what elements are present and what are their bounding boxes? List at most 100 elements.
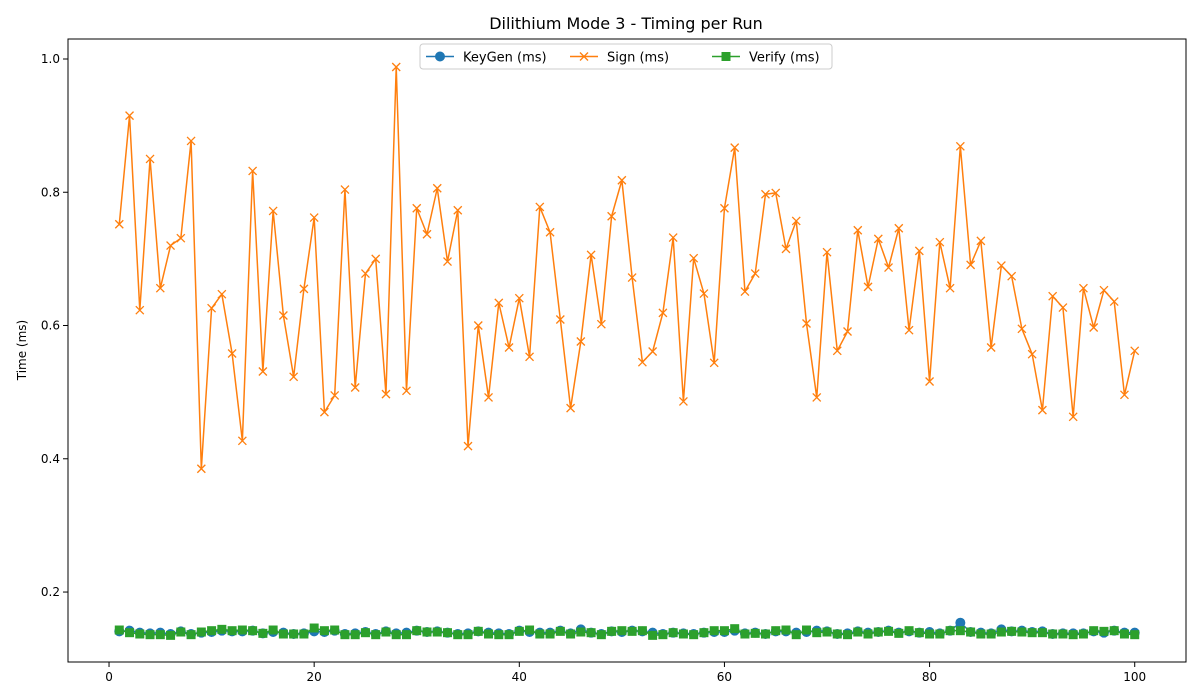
data-point — [391, 62, 401, 72]
data-point — [463, 630, 473, 640]
data-point — [853, 627, 863, 637]
data-point — [699, 289, 709, 298]
data-point — [955, 626, 965, 636]
data-point — [555, 315, 565, 324]
series-3 — [114, 623, 1140, 640]
data-point — [791, 630, 801, 640]
x-tick-label: 80 — [922, 670, 937, 684]
data-point — [648, 630, 658, 640]
data-point — [761, 189, 770, 199]
data-point — [227, 349, 237, 358]
data-point — [801, 625, 811, 635]
data-point — [545, 227, 555, 237]
legend-label: KeyGen (ms) — [463, 51, 547, 66]
data-point — [843, 327, 852, 336]
data-point — [996, 627, 1006, 637]
data-point — [196, 464, 206, 474]
series-line — [119, 627, 1135, 637]
data-point — [914, 246, 924, 256]
data-point — [248, 626, 258, 636]
data-point — [914, 628, 924, 638]
data-point — [525, 625, 535, 635]
data-point — [1068, 412, 1078, 422]
data-point — [463, 441, 473, 451]
data-point — [719, 203, 729, 213]
data-point — [330, 625, 340, 635]
data-point — [771, 188, 781, 198]
data-point — [525, 352, 535, 362]
data-point — [637, 626, 647, 636]
data-point — [648, 347, 658, 356]
data-point — [125, 628, 135, 638]
data-point — [1078, 629, 1088, 639]
data-point — [381, 389, 391, 399]
data-point — [884, 626, 894, 636]
data-point — [566, 403, 576, 413]
data-point — [514, 626, 524, 636]
data-point — [832, 346, 842, 356]
data-point — [504, 630, 514, 640]
data-point — [894, 628, 904, 638]
data-point — [176, 233, 186, 243]
data-point — [832, 629, 842, 639]
data-point — [863, 282, 873, 292]
data-point — [217, 624, 227, 634]
legend-marker — [435, 51, 445, 62]
ticks-layer: 0 20 40 60 80 100 0.2 0.4 0.6 0.8 1.0 — [41, 52, 1146, 684]
data-point — [1130, 630, 1140, 640]
data-point — [443, 257, 452, 267]
data-point — [1007, 626, 1017, 636]
x-tick-label: 20 — [307, 670, 322, 684]
legend-entry: Sign (ms) — [570, 51, 669, 66]
data-point — [207, 626, 217, 636]
data-point — [1099, 285, 1109, 295]
data-point — [596, 630, 606, 640]
data-point — [607, 626, 617, 636]
data-point — [689, 630, 699, 640]
data-point — [114, 219, 124, 229]
data-point — [176, 627, 186, 637]
data-point — [1007, 271, 1017, 281]
data-point — [740, 287, 750, 296]
data-point — [730, 624, 740, 634]
data-point — [268, 206, 278, 216]
data-point — [1089, 626, 1099, 636]
data-point — [1048, 291, 1058, 301]
data-point — [617, 626, 627, 636]
x-tick-label: 40 — [512, 670, 527, 684]
data-point — [453, 630, 463, 640]
y-tick-label: 0.4 — [41, 452, 60, 466]
data-point — [299, 284, 309, 294]
data-point — [822, 247, 832, 257]
data-point — [381, 627, 391, 637]
data-point — [955, 141, 965, 151]
data-point — [135, 629, 145, 639]
data-point — [504, 343, 514, 352]
data-point — [1027, 349, 1037, 359]
data-point — [207, 303, 217, 313]
data-point — [925, 377, 935, 386]
data-point — [350, 383, 360, 392]
data-point — [586, 628, 596, 638]
data-point — [360, 269, 370, 279]
data-point — [309, 623, 319, 633]
data-point — [473, 626, 483, 636]
series-layer — [114, 62, 1140, 640]
data-point — [607, 211, 617, 221]
data-point — [1017, 324, 1027, 334]
data-point — [391, 630, 401, 640]
data-point — [576, 337, 586, 346]
data-point — [1058, 303, 1068, 312]
data-point — [340, 185, 350, 195]
data-point — [699, 628, 709, 638]
data-point — [432, 183, 442, 193]
data-point — [412, 203, 422, 213]
data-point — [299, 629, 309, 639]
data-point — [545, 629, 555, 639]
data-point — [186, 136, 196, 146]
legend-entry: Verify (ms) — [712, 51, 820, 66]
data-point — [678, 397, 688, 406]
data-point — [596, 319, 606, 329]
data-point — [135, 305, 145, 315]
x-tick-label: 0 — [105, 670, 113, 684]
